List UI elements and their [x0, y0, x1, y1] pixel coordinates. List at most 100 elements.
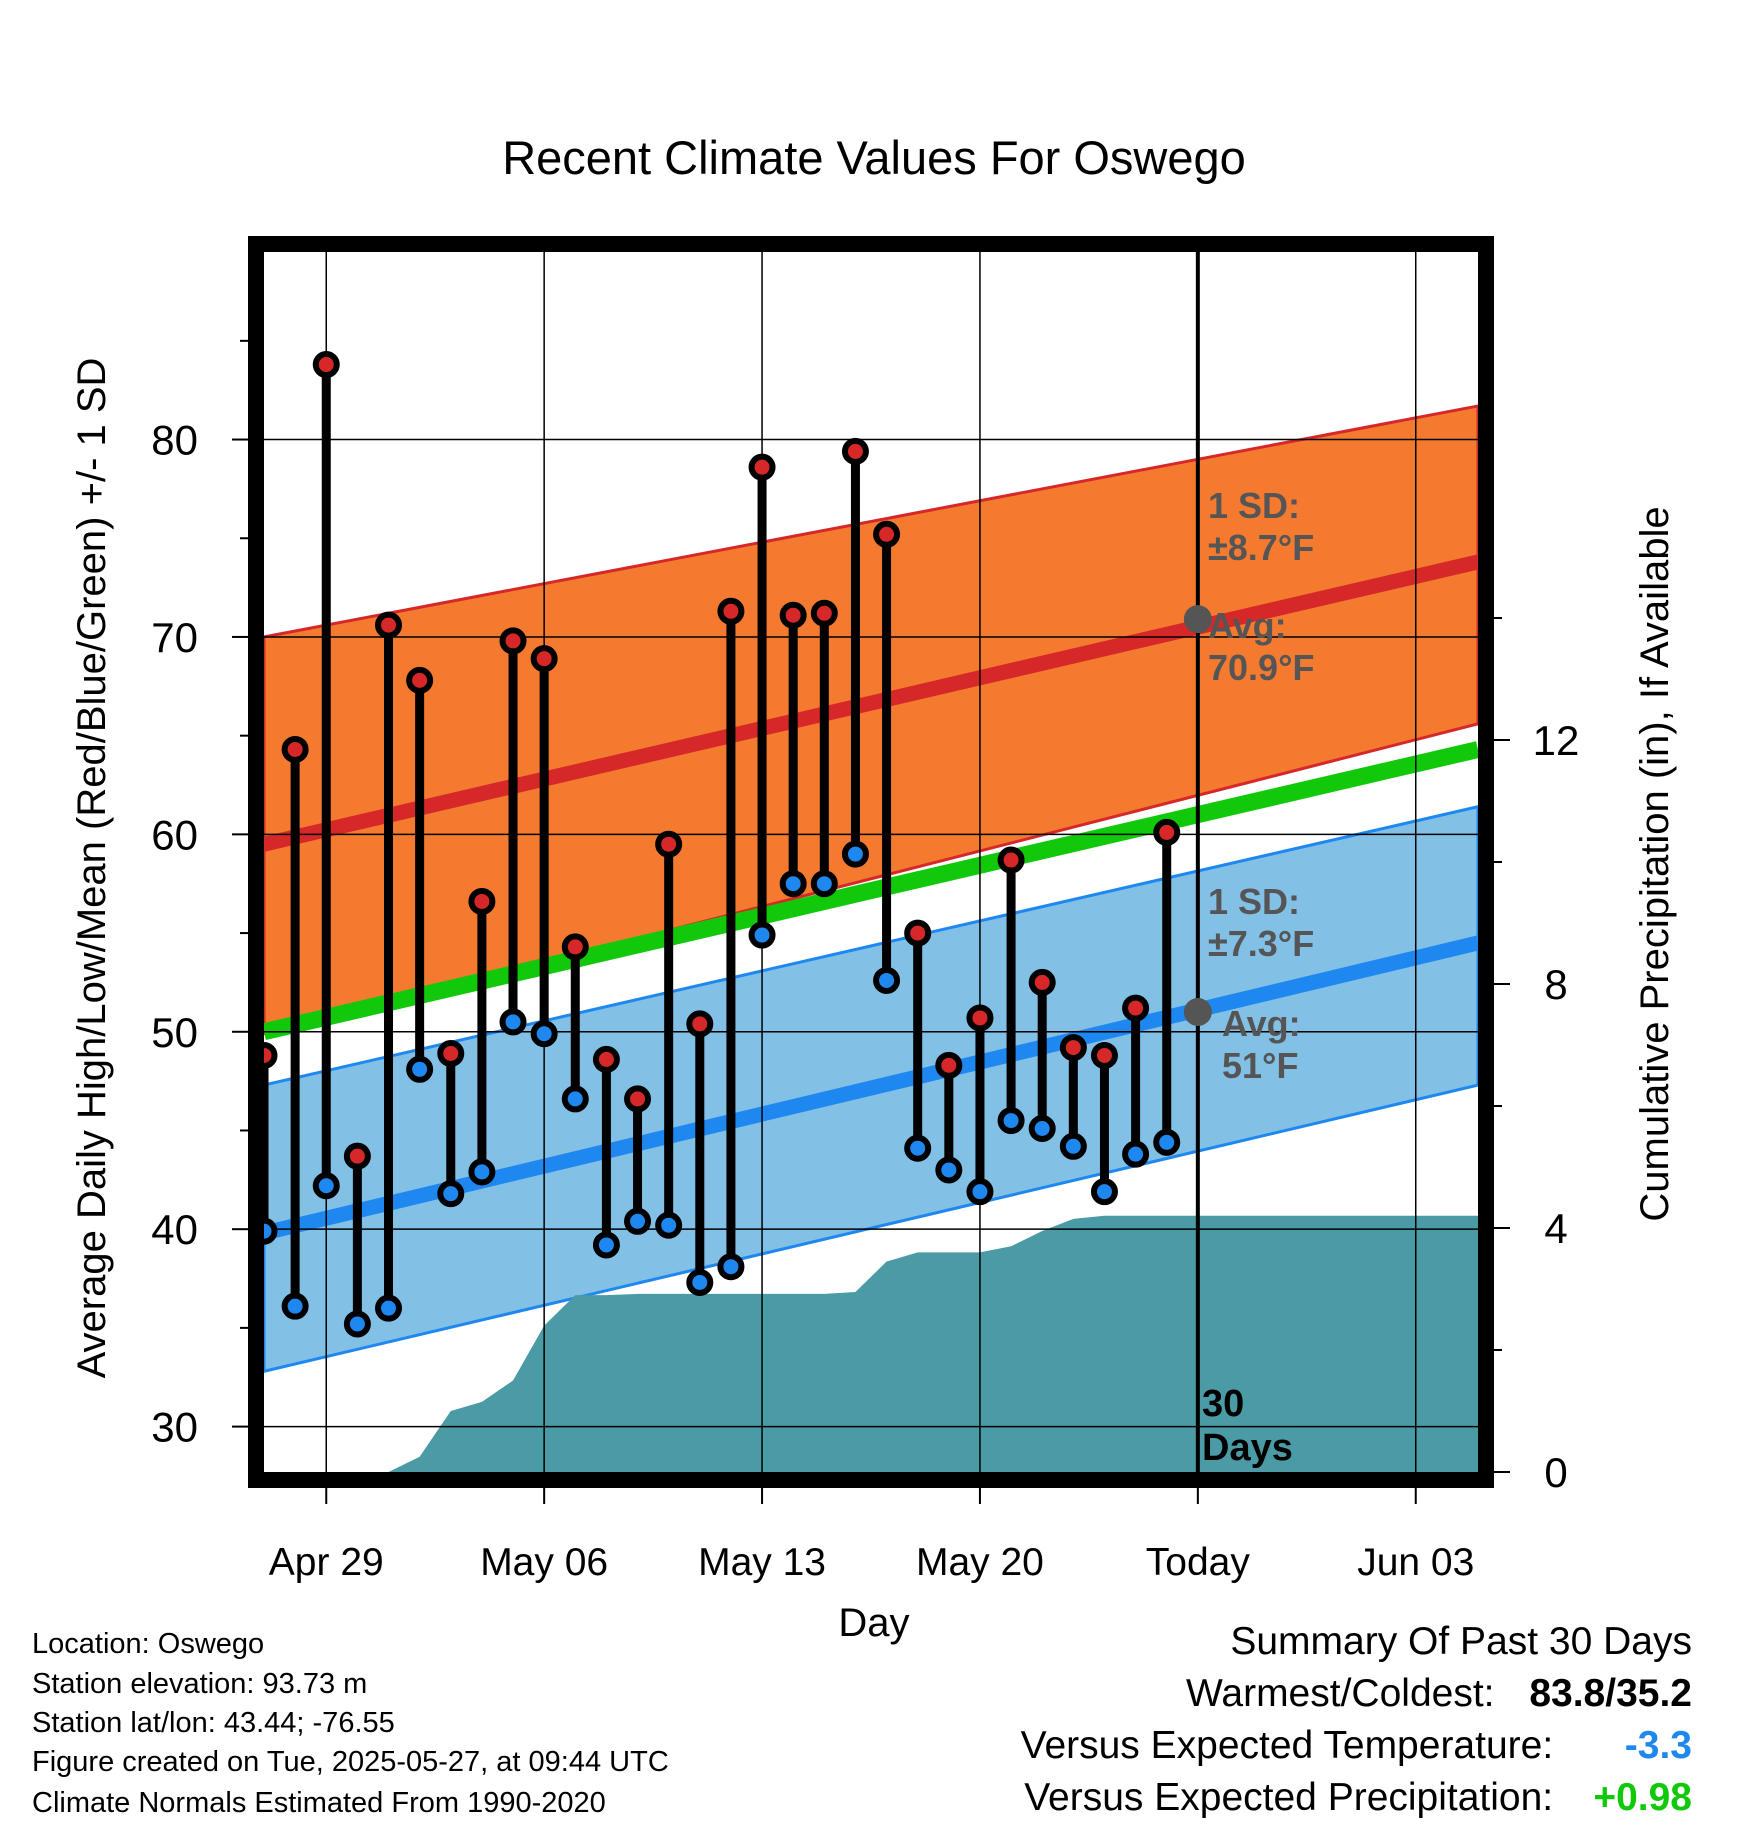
high-point-26 — [1059, 1034, 1087, 1062]
low-avg-label: Avg: 51°F — [1222, 1003, 1301, 1086]
y-left-tick-label-3: 60 — [151, 811, 198, 858]
high-point-16 — [748, 453, 776, 481]
high-sd-label: 1 SD: ±8.7°F — [1208, 485, 1314, 568]
plot-frame — [248, 236, 1494, 1488]
low-point-16 — [748, 921, 776, 949]
high-point-4 — [375, 611, 403, 639]
low-point-1 — [281, 1292, 309, 1320]
high-point-19 — [841, 437, 869, 465]
axes: Apr 29 May 06 May 13 May 20 Today Jun 03 30 4 0 5… — [151, 236, 1580, 1584]
summary-temp-row: Versus Expected Temperature: -3.3 — [1021, 1724, 1692, 1768]
high-point-27 — [1090, 1041, 1118, 1069]
low-point-19 — [841, 840, 869, 868]
normal-high-sd-band — [264, 404, 1478, 1036]
normal-high-mean-line — [264, 554, 1478, 852]
low-point-22 — [935, 1156, 963, 1184]
high-point-7 — [468, 887, 496, 915]
low-point-12 — [624, 1207, 652, 1235]
low-point-24 — [997, 1107, 1025, 1135]
info-created: Figure created on Tue, 2025-05-27, at 09… — [32, 1746, 669, 1778]
high-point-22 — [935, 1051, 963, 1079]
low-point-2 — [312, 1172, 340, 1200]
summary-warmest-value: 83.8/35.2 — [1529, 1672, 1692, 1715]
high-point-13 — [655, 830, 683, 858]
low-point-15 — [717, 1253, 745, 1281]
low-point-27 — [1090, 1178, 1118, 1206]
low-point-5 — [406, 1055, 434, 1083]
normal-low-mean-line — [264, 935, 1478, 1241]
high-avg-label: Avg: 70.9°F — [1208, 605, 1314, 688]
x-tick-label-2: May 13 — [698, 1541, 826, 1584]
high-point-10 — [561, 933, 589, 961]
high-point-6 — [437, 1039, 465, 1067]
y-left-tick-label-2: 50 — [151, 1009, 198, 1056]
low-point-29 — [1153, 1128, 1181, 1156]
high-point-25 — [1028, 968, 1056, 996]
low-point-11 — [592, 1231, 620, 1259]
high-point-21 — [904, 919, 932, 947]
low-point-8 — [499, 1008, 527, 1036]
high-point-15 — [717, 597, 745, 625]
y-axis-left-label: Average Daily High/Low/Mean (Red/Blue/Gr… — [70, 358, 114, 1379]
high-point-14 — [686, 1010, 714, 1038]
high-point-5 — [406, 666, 434, 694]
summary-warmest-row: Warmest/Coldest: 83.8/35.2 — [1186, 1672, 1692, 1716]
x-tick-label-4: Today — [1146, 1541, 1251, 1584]
low-point-4 — [375, 1294, 403, 1322]
low-sd-label: 1 SD: ±7.3°F — [1208, 881, 1314, 964]
high-point-8 — [499, 627, 527, 655]
low-point-0 — [264, 1217, 278, 1245]
high-point-3 — [343, 1142, 371, 1170]
summary-precip-value: +0.98 — [1593, 1776, 1692, 1819]
x-tick-label-0: Apr 29 — [269, 1541, 384, 1584]
high-point-20 — [873, 520, 901, 548]
x-tick-label-1: May 06 — [480, 1541, 608, 1584]
y-right-tick-label-2: 8 — [1544, 961, 1567, 1008]
y-right-tick-label-0: 0 — [1544, 1449, 1567, 1496]
avg-high-marker — [1183, 605, 1212, 634]
summary-warmest-label: Warmest/Coldest: — [1186, 1672, 1495, 1715]
info-normals: Climate Normals Estimated From 1990-2020 — [32, 1787, 606, 1819]
plot-area: 1 SD: ±8.7°F Avg: 70.9°F 1 SD: ±7.3°F Avg: 51°F… — [264, 252, 1478, 1472]
low-point-17 — [779, 870, 807, 898]
x-tick-label-3: May 20 — [916, 1541, 1044, 1584]
low-point-3 — [343, 1310, 371, 1338]
high-point-11 — [592, 1045, 620, 1073]
low-point-7 — [468, 1158, 496, 1186]
high-point-9 — [530, 645, 558, 673]
high-point-18 — [810, 599, 838, 627]
low-point-21 — [904, 1134, 932, 1162]
normal-mean-line — [264, 741, 1478, 1041]
low-point-13 — [655, 1211, 683, 1239]
summary-title: Summary Of Past 30 Days — [1230, 1620, 1692, 1663]
low-point-20 — [873, 966, 901, 994]
y-axis-right-label: Cumulative Precipitation (in), If Availa… — [1633, 506, 1677, 1221]
today-days-label: 30 Days — [1202, 1383, 1293, 1469]
y-left-tick-label-0: 30 — [151, 1404, 198, 1451]
high-point-29 — [1153, 818, 1181, 846]
high-point-24 — [997, 846, 1025, 874]
low-point-6 — [437, 1180, 465, 1208]
high-point-2 — [312, 351, 340, 379]
high-point-28 — [1122, 994, 1150, 1022]
low-point-28 — [1122, 1140, 1150, 1168]
y-right-tick-label-3: 12 — [1533, 717, 1580, 764]
info-latlon: Station lat/lon: 43.44; -76.55 — [32, 1707, 395, 1739]
summary-temp-value: -3.3 — [1624, 1724, 1692, 1767]
summary-temp-label: Versus Expected Temperature: — [1020, 1724, 1554, 1767]
plot-inner: 1 SD: ±8.7°F Avg: 70.9°F 1 SD: ±7.3°F Avg: 51°F… — [264, 252, 1478, 1472]
summary-precip-row: Versus Expected Precipitation: +0.98 — [1024, 1776, 1692, 1820]
low-point-18 — [810, 870, 838, 898]
x-tick-label-5: Jun 03 — [1357, 1541, 1474, 1584]
low-point-10 — [561, 1085, 589, 1113]
info-elevation: Station elevation: 93.73 m — [32, 1668, 368, 1700]
summary-precip-label: Versus Expected Precipitation: — [1024, 1776, 1554, 1819]
high-point-12 — [624, 1085, 652, 1113]
y-left-tick-label-5: 80 — [151, 417, 198, 464]
y-left-tick-label-4: 70 — [151, 614, 198, 661]
low-point-9 — [530, 1020, 558, 1048]
info-location: Location: Oswego — [32, 1628, 265, 1660]
y-right-tick-label-1: 4 — [1544, 1205, 1567, 1252]
high-point-17 — [779, 601, 807, 629]
